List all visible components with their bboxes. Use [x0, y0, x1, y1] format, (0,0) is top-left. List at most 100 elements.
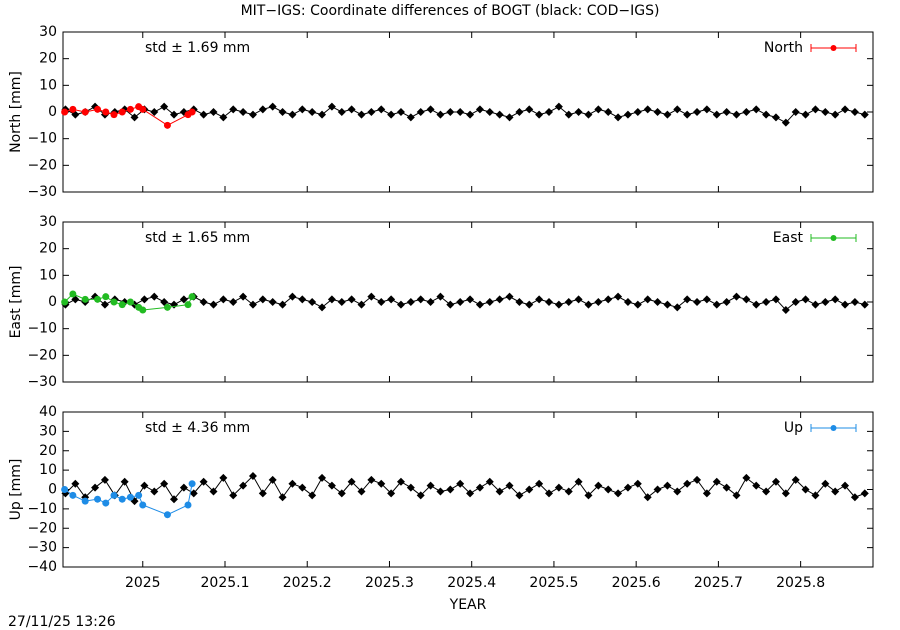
series-line [65, 475, 865, 503]
data-point [860, 489, 869, 498]
data-point [841, 105, 850, 114]
x-tick-label: 2025.6 [612, 575, 661, 591]
data-point [771, 295, 780, 304]
data-point [100, 300, 109, 309]
data-point [347, 477, 356, 486]
x-tick-label: 2025.5 [529, 575, 578, 591]
data-point [377, 105, 386, 114]
data-point [387, 295, 396, 304]
data-point [683, 295, 692, 304]
data-point [554, 300, 563, 309]
y-tick-label: 20 [39, 443, 57, 459]
y-tick-label: −10 [27, 321, 57, 337]
annotation: std ± 4.36 mm [145, 420, 250, 436]
x-tick-label: 2025.4 [447, 575, 496, 591]
y-tick-label: −20 [27, 520, 57, 536]
data-point [673, 487, 682, 496]
data-point [377, 298, 386, 306]
x-tick-label: 2025.7 [694, 575, 743, 591]
data-point [525, 485, 534, 494]
data-point [288, 479, 297, 488]
data-point [485, 298, 494, 306]
data-point [446, 485, 455, 494]
data-point [436, 110, 445, 119]
data-point [574, 295, 583, 304]
data-point [742, 108, 751, 116]
data-point [663, 481, 672, 490]
data-point [278, 493, 287, 502]
data-point [594, 298, 603, 306]
data-point [564, 298, 573, 306]
data-point [475, 483, 484, 492]
data-point [298, 105, 307, 114]
data-point [831, 110, 840, 119]
data-point [188, 108, 196, 116]
data-point [160, 298, 169, 306]
y-tick-label: 10 [39, 77, 57, 93]
data-point [258, 489, 267, 498]
data-point [416, 108, 425, 116]
data-point [495, 295, 504, 304]
data-point [229, 298, 238, 306]
data-point [545, 489, 553, 498]
data-point [337, 108, 346, 116]
data-point [653, 485, 662, 494]
y-tick-label: 20 [39, 51, 57, 67]
data-point [683, 479, 692, 488]
series-line [65, 296, 865, 311]
data-point [643, 295, 652, 304]
data-point [209, 487, 218, 496]
data-point [69, 105, 77, 113]
data-point [673, 303, 682, 312]
data-point [163, 121, 171, 129]
data-point [466, 110, 475, 119]
legend-label: Up [784, 420, 803, 436]
data-point [614, 489, 623, 498]
data-point [604, 295, 613, 304]
data-point [436, 292, 445, 301]
legend-label: North [764, 40, 803, 56]
data-point [126, 105, 134, 113]
y-tick-label: 0 [48, 104, 57, 120]
data-point [850, 108, 859, 116]
y-axis-label: East [mm] [8, 266, 24, 339]
data-point [406, 298, 415, 306]
x-tick-label: 2025.8 [776, 575, 825, 591]
data-point [118, 495, 126, 503]
data-point [821, 298, 830, 306]
data-point [118, 301, 126, 309]
data-point [69, 491, 77, 499]
data-point [732, 491, 741, 500]
data-point [623, 110, 632, 119]
data-point [614, 292, 623, 301]
data-point [327, 481, 336, 490]
data-point [485, 477, 494, 486]
data-point [219, 295, 228, 304]
y-tick-label: −30 [27, 184, 57, 200]
data-point [248, 110, 257, 119]
y-tick-label: 20 [39, 241, 57, 257]
data-point [525, 300, 534, 309]
data-point [396, 477, 405, 486]
data-point [643, 105, 652, 114]
x-tick-label: 2025.1 [201, 575, 250, 591]
data-point [811, 105, 820, 114]
data-point [278, 300, 287, 309]
y-tick-label: 30 [39, 214, 57, 230]
data-point [791, 108, 800, 116]
data-point [327, 295, 336, 304]
data-point [367, 108, 376, 116]
data-point [623, 483, 632, 492]
data-point [416, 491, 425, 500]
data-point [702, 295, 711, 304]
data-point [91, 483, 100, 492]
data-point [663, 300, 672, 309]
data-point [288, 110, 297, 119]
data-point [298, 483, 307, 492]
data-point [126, 493, 134, 501]
data-point [102, 108, 110, 116]
data-point [387, 110, 396, 119]
data-point [110, 111, 118, 119]
data-point [426, 105, 435, 114]
data-point [160, 479, 169, 488]
